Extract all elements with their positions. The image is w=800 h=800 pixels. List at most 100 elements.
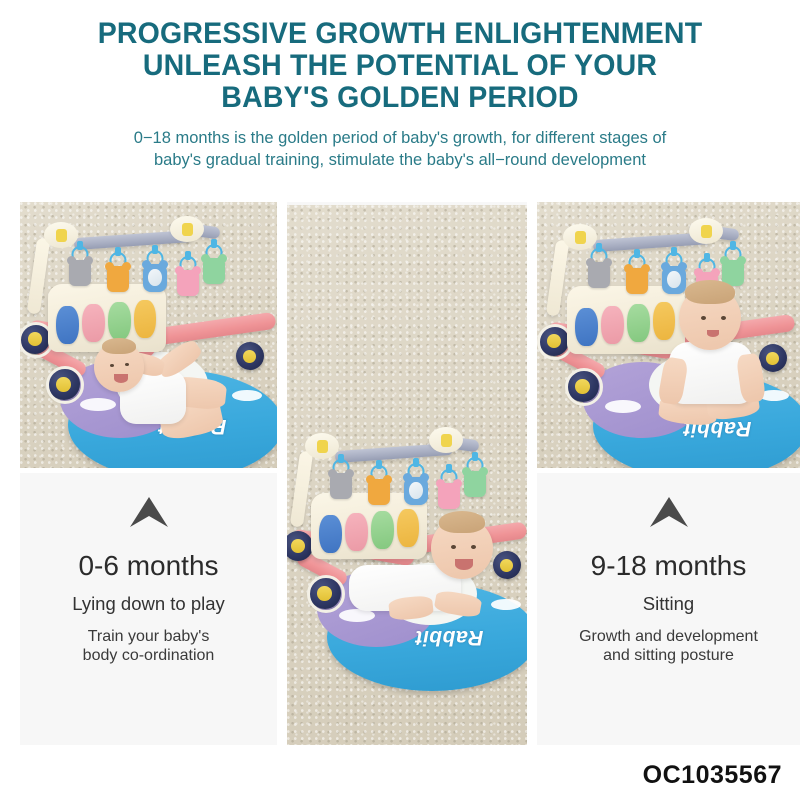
toy-clip-icon xyxy=(730,241,736,250)
baby-head xyxy=(431,511,493,579)
gym-wheel-ring xyxy=(307,575,345,613)
gym-wheel xyxy=(759,344,787,372)
mirror-toy-body xyxy=(661,262,687,294)
mat-cloud-icon xyxy=(605,400,641,413)
page-title-line-3: BABY'S GOLDEN PERIOD xyxy=(221,81,579,114)
baby-head xyxy=(94,338,144,392)
toy-clip-icon xyxy=(152,245,158,254)
koala-toy xyxy=(67,241,93,290)
mirror-toy-body xyxy=(142,260,168,292)
pig-toy-body xyxy=(175,266,201,296)
mat-cloud-icon xyxy=(232,390,262,401)
subtitle-line-1: 0−18 months is the golden period of baby… xyxy=(133,129,667,147)
toy-clip-icon xyxy=(671,247,677,256)
product-photo-sitting: Rabbit xyxy=(537,202,800,468)
koala-toy xyxy=(328,454,354,503)
mat-cloud-icon xyxy=(339,609,375,622)
gym-wheel xyxy=(493,551,521,579)
subtitle-line-2: baby's gradual training, stimulate the b… xyxy=(154,151,646,169)
arch-post-left xyxy=(289,450,314,528)
mirror-toy xyxy=(403,458,429,509)
pig-toy-body xyxy=(436,479,462,509)
koala-toy xyxy=(586,243,612,292)
page-title-line-1: PROGRESSIVE GROWTH ENLIGHTENMENT xyxy=(97,17,703,50)
key-yellow xyxy=(653,302,675,340)
benefit-line-1: Train your baby's xyxy=(87,628,210,645)
mat-cloud-icon xyxy=(80,398,116,411)
key-blue xyxy=(56,306,79,344)
baby-head xyxy=(679,280,741,350)
koala-toy-body xyxy=(586,258,612,288)
age-range-label: 9-18 months xyxy=(590,550,747,581)
bear-toy-green-body xyxy=(201,254,227,284)
arch-post-cap-left xyxy=(563,224,597,250)
key-pink xyxy=(601,306,624,344)
arch-post-left xyxy=(545,239,570,317)
mirror-toy-body xyxy=(403,473,429,505)
toy-clip-icon xyxy=(185,251,191,260)
photo-panel-bottom-center: Rabbit xyxy=(287,205,527,745)
baby-eye xyxy=(471,545,476,549)
bear-toy-green xyxy=(462,452,488,501)
key-yellow xyxy=(134,300,156,338)
koala-toy-body xyxy=(67,256,93,286)
toy-clip-icon xyxy=(704,253,710,262)
activity-label: Lying down to play xyxy=(72,593,225,614)
arch-post-left xyxy=(26,237,51,315)
key-pink xyxy=(82,304,105,342)
bear-toy-green-body xyxy=(462,467,488,497)
baby-eye xyxy=(110,364,114,367)
toy-clip-icon xyxy=(77,241,83,250)
baby-eye xyxy=(701,316,706,320)
benefit-line-2: body co-ordination xyxy=(82,647,215,664)
gym-wheel xyxy=(236,342,264,370)
arch-post-cap-right xyxy=(689,218,723,244)
gym-wheel xyxy=(287,531,313,561)
arch-post-cap-right xyxy=(429,427,463,453)
product-code: OC1035567 xyxy=(642,761,782,789)
page-title-line-2: UNLEASH THE POTENTIAL OF YOUR xyxy=(142,49,658,82)
arch-post-cap-right xyxy=(170,216,204,242)
key-green xyxy=(108,302,131,340)
toy-clip-icon xyxy=(376,460,382,469)
key-green xyxy=(627,304,650,342)
bear-toy xyxy=(366,460,392,509)
key-blue xyxy=(575,308,598,346)
up-arrow-icon xyxy=(128,495,170,529)
toy-clip-icon xyxy=(446,464,452,473)
toy-clip-icon xyxy=(472,452,478,461)
mirror-toy xyxy=(661,247,687,298)
product-photo-tummy-time: Rabbit xyxy=(287,205,527,745)
benefit-line-1: Growth and development xyxy=(579,628,758,645)
arch-post-cap-left xyxy=(305,433,339,459)
baby-mouth xyxy=(114,374,128,383)
bear-toy-green-body xyxy=(720,256,746,286)
up-arrow-icon xyxy=(648,495,690,529)
toy-clip-icon xyxy=(211,239,217,248)
key-green xyxy=(371,511,394,549)
baby-eye xyxy=(721,316,726,320)
subtitle: 0−18 months is the golden period of baby… xyxy=(16,127,784,171)
baby-mouth xyxy=(707,330,719,337)
pig-toy xyxy=(436,464,462,513)
key-yellow xyxy=(397,509,419,547)
koala-toy-body xyxy=(328,469,354,499)
gym-frame-bar-right xyxy=(155,311,277,346)
product-photo-lying-on-back: Rabbit xyxy=(20,202,277,468)
toy-clip-icon xyxy=(596,243,602,252)
bear-toy-green xyxy=(720,241,746,290)
mat-cloud-icon xyxy=(759,390,789,401)
mirror-toy xyxy=(142,245,168,296)
bear-toy-green xyxy=(201,239,227,288)
bear-toy-body xyxy=(105,262,131,292)
key-pink xyxy=(345,513,368,551)
pig-toy xyxy=(175,251,201,300)
toy-clip-icon xyxy=(413,458,419,467)
benefit-line-2: and sitting posture xyxy=(603,647,734,664)
text-panel-bottom-right: 9-18 months Sitting Growth and developme… xyxy=(537,473,800,745)
age-range-label: 0-6 months xyxy=(78,550,219,581)
baby-eye xyxy=(125,363,129,366)
toy-clip-icon xyxy=(634,249,640,258)
bear-toy-body xyxy=(366,475,392,505)
gym-wheel-ring xyxy=(565,368,603,406)
